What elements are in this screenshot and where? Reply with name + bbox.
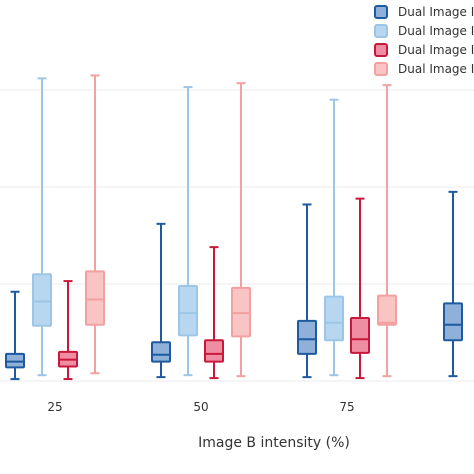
- box-series-2: [32, 77, 344, 377]
- iqr-box: [377, 294, 397, 326]
- gridlines: [0, 89, 474, 382]
- x-tick-label: 50: [193, 400, 208, 414]
- iqr-box: [204, 339, 224, 363]
- box-75: [324, 98, 344, 377]
- box-25: [5, 290, 25, 381]
- box-25: [58, 280, 78, 381]
- legend-swatch: [374, 24, 388, 38]
- x-tick-label: 25: [47, 400, 62, 414]
- iqr-box: [32, 273, 52, 327]
- box-series-group: [5, 74, 463, 381]
- legend-swatch: [374, 43, 388, 57]
- box-75: [350, 197, 370, 380]
- iqr-box: [350, 316, 370, 354]
- x-tick-label: 75: [339, 400, 354, 414]
- legend-item-1[interactable]: Dual Image I: [374, 5, 474, 19]
- box-50: [178, 86, 198, 377]
- legend-item-3[interactable]: Dual Image I: [374, 43, 474, 57]
- legend-label: Dual Image I: [398, 5, 474, 19]
- box-50: [151, 222, 171, 379]
- box-75: [297, 203, 317, 379]
- box-50: [204, 246, 224, 380]
- box-series-3: [58, 197, 370, 381]
- box-50: [231, 82, 251, 378]
- box-25: [32, 77, 52, 377]
- iqr-box: [443, 302, 463, 342]
- legend-item-2[interactable]: Dual Image I: [374, 24, 474, 38]
- legend-item-4[interactable]: Dual Image I: [374, 62, 474, 76]
- box-series-4: [85, 74, 397, 378]
- box-series-1: [5, 190, 463, 381]
- legend-label: Dual Image I: [398, 62, 474, 76]
- box-25: [85, 74, 105, 375]
- box-75: [377, 84, 397, 378]
- iqr-box: [324, 295, 344, 342]
- x-axis-title: Image B intensity (%): [198, 435, 350, 451]
- legend-swatch: [374, 5, 388, 19]
- legend[interactable]: Dual Image I Dual Image I Dual Image I Dual…: [374, 5, 474, 76]
- iqr-box: [85, 270, 105, 326]
- x-axis-tick-labels: 255075100: [47, 400, 354, 414]
- iqr-box: [297, 319, 317, 355]
- legend-label: Dual Image I: [398, 43, 474, 57]
- iqr-box: [178, 284, 198, 337]
- box-100: [443, 190, 463, 378]
- legend-swatch: [374, 62, 388, 76]
- iqr-box: [151, 341, 171, 363]
- legend-label: Dual Image I: [398, 24, 474, 38]
